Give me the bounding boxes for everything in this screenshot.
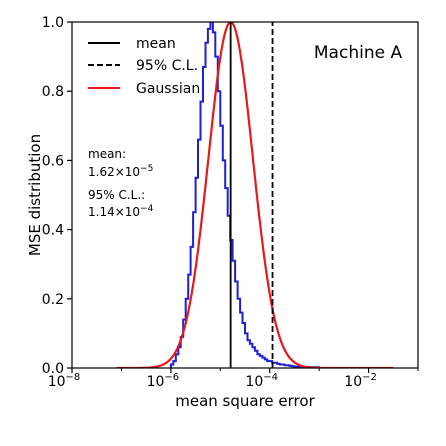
x-tick-label: 10−4 — [245, 372, 278, 390]
mean-annotation-label: mean: — [88, 147, 126, 161]
y-tick-label: 1.0 — [42, 15, 64, 31]
x-tick-label: 10−2 — [344, 372, 377, 390]
legend-label-gaussian: Gaussian — [136, 81, 200, 97]
y-axis-label: MSE distribution — [26, 134, 44, 256]
x-tick-label: 10−8 — [48, 372, 81, 390]
y-tick-label: 0.2 — [42, 292, 64, 308]
series-layer — [116, 22, 394, 368]
cl-annotation-value: 1.14×10−4 — [88, 204, 154, 219]
y-tick-label: 0.6 — [42, 153, 64, 169]
mean-annotation-mantissa: 1.62×10 — [88, 165, 140, 179]
y-tick-label: 0.0 — [42, 361, 64, 377]
cl-annotation-label: 95% C.L.: — [88, 188, 145, 202]
stats-annotation: mean: 1.62×10−5 95% C.L.: 1.14×10−4 — [88, 147, 154, 219]
y-tick-label: 0.4 — [42, 223, 64, 239]
plot-frame — [71, 21, 419, 369]
cl-annotation-mantissa: 1.14×10 — [88, 205, 140, 219]
y-tick-label: 0.8 — [42, 84, 64, 100]
cl-annotation-exp: −4 — [140, 204, 154, 214]
x-axis-label: mean square error — [175, 392, 315, 410]
histogram-line — [169, 22, 329, 368]
x-tick-label: 10−6 — [147, 372, 180, 390]
axis-layer: 10−8 10−6 10−4 10−2 0.0 0.2 0.4 0.6 0.8 1.0 — [42, 15, 419, 390]
gaussian-curve — [116, 22, 394, 368]
legend-label-cl: 95% C.L. — [136, 58, 198, 74]
panel-label: Machine A — [314, 43, 403, 63]
legend: mean 95% C.L. Gaussian — [88, 36, 200, 97]
mean-annotation-value: 1.62×10−5 — [88, 164, 153, 179]
mean-annotation-exp: −5 — [140, 164, 153, 174]
legend-label-mean: mean — [136, 36, 176, 52]
